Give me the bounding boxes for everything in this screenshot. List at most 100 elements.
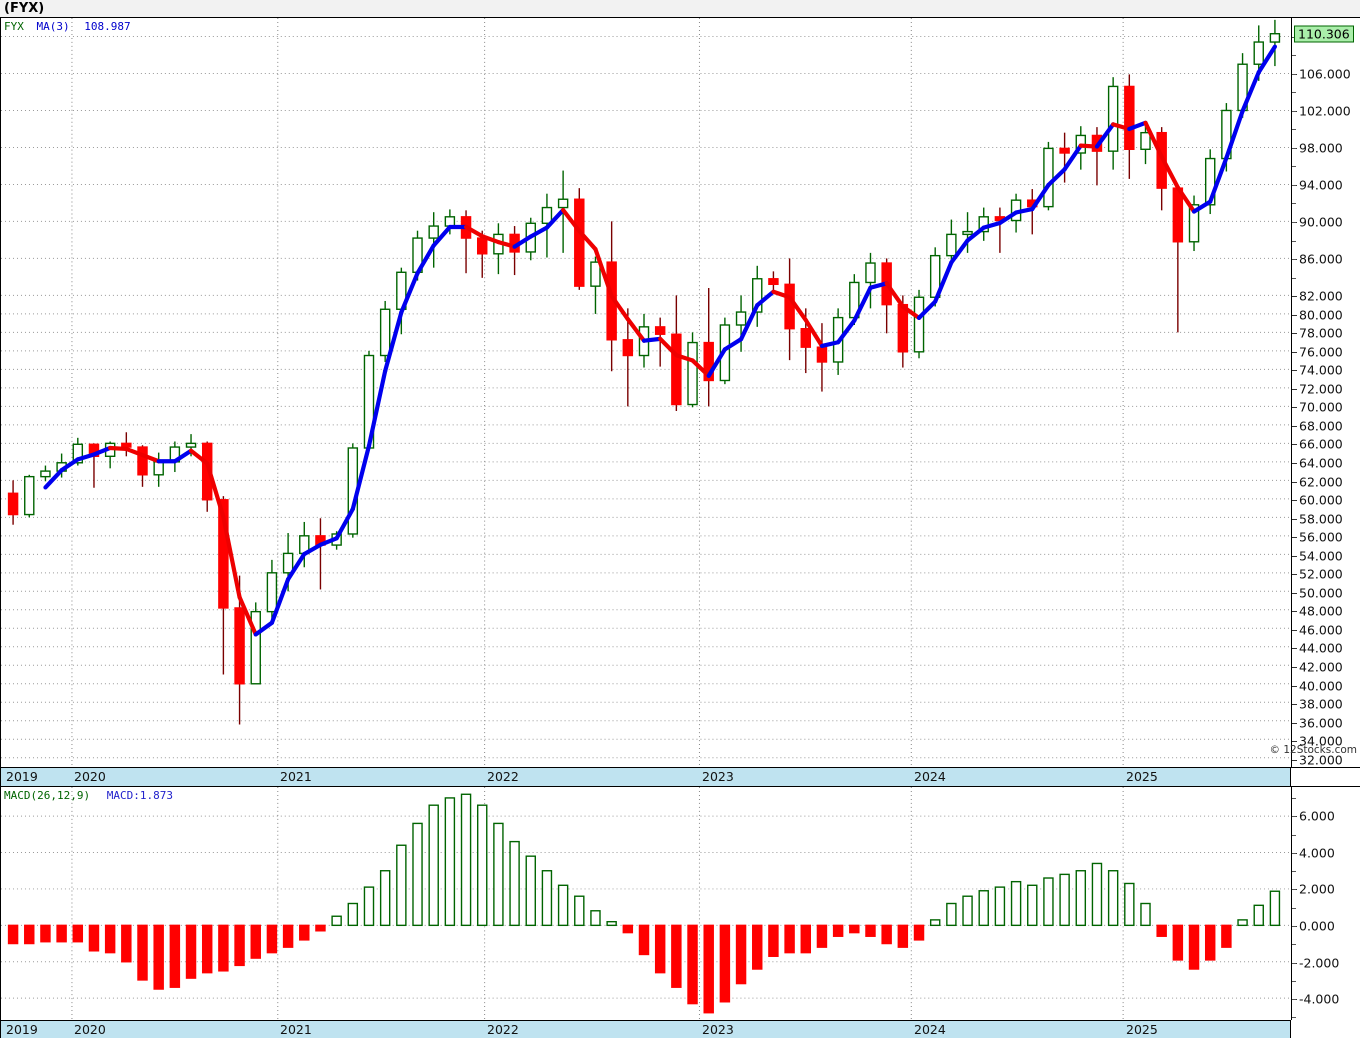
macd-axis-minor-tick [1292,925,1296,927]
price-axis-minor-tick [1292,92,1296,94]
price-axis-tick-label: 32.000 [1299,752,1343,768]
macd-axis-minor-tick [1292,907,1296,909]
price-axis-tick-label: 48.000 [1299,603,1343,619]
macd-axis-minor-tick [1292,999,1296,1001]
macd-axis-minor-tick [1292,889,1296,891]
price-axis-tick-mark [1292,592,1297,594]
price-axis-tick-label: 72.000 [1299,381,1343,397]
macd-x-axis-dateband[interactable]: 2019 2020 2021 2022 2023 2024 2025 [0,1020,1291,1038]
macd-axis-tick-label: -4.000 [1299,991,1340,1007]
price-axis-tick-label: 78.000 [1299,325,1343,341]
last-price-badge: 110.306 [1294,25,1354,43]
macd-axis-minor-tick [1292,816,1296,818]
x-axis-year-label: 2020 [74,1022,106,1037]
price-axis-tick-mark [1292,463,1297,465]
price-axis-tick-mark [1292,518,1297,520]
x-axis-year-label: 2019 [6,769,38,784]
price-axis-minor-tick [1292,259,1296,261]
price-axis-tick-mark [1292,481,1297,483]
price-axis-minor-tick [1292,240,1296,242]
price-axis-tick-label: 34.000 [1299,733,1343,749]
macd-axis-tick-label: 2.000 [1299,881,1335,897]
price-axis-tick-mark [1292,629,1297,631]
price-axis-tick-label: 56.000 [1299,529,1343,545]
price-axis-tick-mark [1292,648,1297,650]
x-axis-year-label: 2020 [74,769,106,784]
price-axis-tick-label: 46.000 [1299,622,1343,638]
macd-axis-minor-tick [1292,980,1296,982]
price-axis-tick-label: 102.000 [1299,103,1351,119]
macd-axis-minor-tick [1292,797,1296,799]
macd-chart-panel[interactable] [0,786,1291,1020]
price-axis-tick-mark [1292,351,1297,353]
price-axis-minor-tick [1292,203,1296,205]
price-axis-tick-label: 42.000 [1299,659,1343,675]
price-axis-minor-tick [1292,147,1296,149]
price-axis-tick-label: 94.000 [1299,177,1343,193]
price-axis-tick-mark [1292,444,1297,446]
price-axis-tick-label: 36.000 [1299,715,1343,731]
price-legend: FYX MA(3) 108.987 [4,20,131,33]
price-axis-tick-mark [1292,741,1297,743]
page-title: (FYX) [4,1,45,16]
price-axis-tick-mark [1292,555,1297,557]
macd-axis-tick-label: 0.000 [1299,918,1335,934]
price-axis-tick-label: 64.000 [1299,455,1343,471]
price-axis-tick-mark [1292,704,1297,706]
price-candlestick-svg [1,18,1291,767]
price-axis-tick-label: 58.000 [1299,511,1343,527]
price-axis-tick-label: 60.000 [1299,492,1343,508]
price-axis-tick-mark [1292,425,1297,427]
price-axis-tick-mark [1292,314,1297,316]
legend-ma-label: MA(3) [36,20,70,33]
copyright-notice: © 12Stocks.com [1269,744,1358,756]
macd-value: MACD:1.873 [106,789,173,802]
x-axis-year-label: 2022 [487,769,519,784]
price-axis-tick-label: 38.000 [1299,696,1343,712]
macd-label: MACD(26,12,9) [4,789,91,802]
x-axis-year-label: 2022 [487,1022,519,1037]
price-axis-tick-mark [1292,759,1297,761]
price-axis-tick-label: 106.000 [1299,66,1351,82]
price-axis-tick-mark [1292,296,1297,298]
price-axis-tick-label: 62.000 [1299,474,1343,490]
x-axis-year-label: 2023 [702,1022,734,1037]
price-x-axis-dateband[interactable]: 2019 2020 2021 2022 2023 2024 2025 [0,768,1291,786]
header-band: (FYX) [0,0,1360,17]
x-axis-year-label: 2019 [6,1022,38,1037]
price-axis-tick-label: 82.000 [1299,288,1343,304]
price-axis-tick-label: 40.000 [1299,678,1343,694]
macd-axis-minor-tick [1292,871,1296,873]
price-axis-minor-tick [1292,55,1296,57]
price-axis-tick-mark [1292,388,1297,390]
macd-axis-tick-label: 4.000 [1299,845,1335,861]
price-axis-tick-label: 76.000 [1299,344,1343,360]
price-axis-tick-label: 98.000 [1299,140,1343,156]
price-axis-tick-label: 90.000 [1299,214,1343,230]
price-axis-tick-mark [1292,574,1297,576]
price-axis-minor-tick [1292,166,1296,168]
price-axis-tick-label: 80.000 [1299,307,1343,323]
macd-axis-minor-tick [1292,1017,1296,1019]
x-axis-year-label: 2024 [914,1022,946,1037]
price-y-axis[interactable]: 110.306 110.000106.000102.00098.00094.00… [1291,17,1360,768]
x-axis-year-label: 2021 [280,1022,312,1037]
price-axis-tick-mark [1292,333,1297,335]
price-axis-tick-label: 52.000 [1299,566,1343,582]
macd-axis-tick-label: -2.000 [1299,955,1340,970]
price-chart-panel[interactable] [0,17,1291,768]
macd-axis-minor-tick [1292,834,1296,836]
price-axis-tick-label: 70.000 [1299,399,1343,415]
macd-axis-minor-tick [1292,944,1296,946]
legend-ma-value: 108.987 [84,20,131,33]
x-axis-year-label: 2023 [702,769,734,784]
price-axis-tick-label: 68.000 [1299,418,1343,434]
price-axis-tick-label: 54.000 [1299,548,1343,564]
macd-axis-minor-tick [1292,852,1296,854]
x-axis-year-label: 2025 [1126,769,1158,784]
price-axis-tick-mark [1292,407,1297,409]
price-axis-tick-mark [1292,611,1297,613]
macd-y-axis[interactable]: 6.000 4.000 2.000 0.000 -2.000 -4.000 [1291,786,1360,1020]
x-axis-year-label: 2021 [280,769,312,784]
